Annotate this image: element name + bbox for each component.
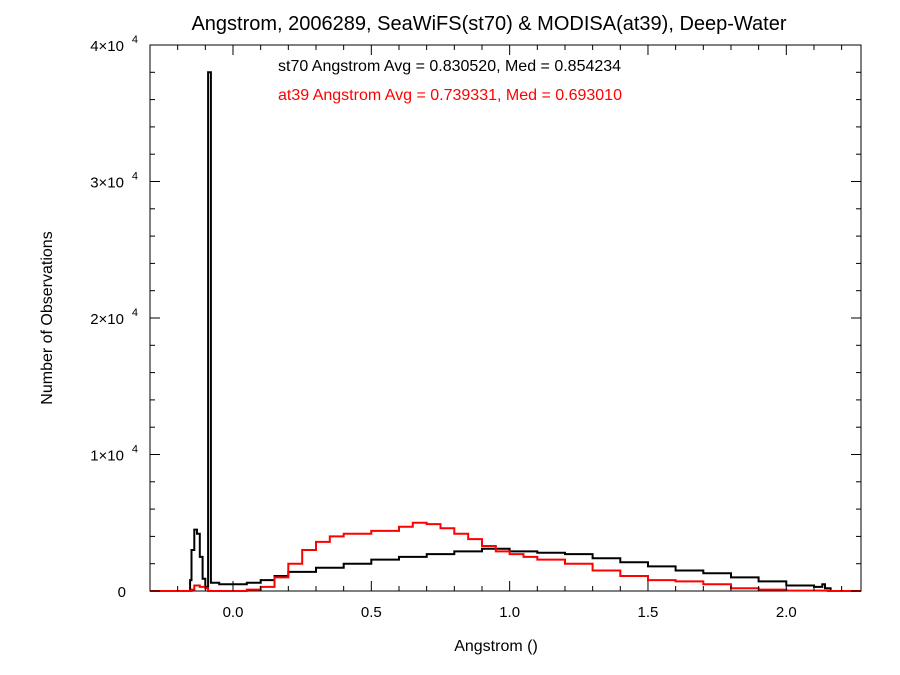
x-tick-label: 2.0 — [776, 604, 797, 621]
y-tick-label: 2×10 — [90, 311, 124, 328]
y-tick-exponent: 4 — [132, 171, 138, 183]
y-tick-label: 3×10 — [90, 175, 124, 192]
series-layer — [150, 71, 861, 592]
x-tick-label: 1.5 — [638, 604, 659, 621]
plot-frame — [149, 44, 862, 592]
y-tick-exponent: 4 — [132, 307, 138, 319]
y-tick-label: 1×10 — [90, 448, 124, 465]
series-line-0 — [150, 71, 861, 592]
x-tick-label: 0.0 — [223, 604, 244, 621]
y-tick-label: 0 — [118, 584, 126, 601]
x-tick-label: 0.5 — [361, 604, 382, 621]
x-axis-label: Angstrom () — [454, 638, 538, 655]
chart-title: Angstrom, 2006289, SeaWiFS(st70) & MODIS… — [191, 13, 786, 35]
y-tick-label: 4×10 — [90, 38, 124, 55]
y-tick-exponent: 4 — [132, 34, 138, 46]
y-tick-exponent: 4 — [132, 444, 138, 456]
ticks-layer: 0.0 0.5 1.0 1.5 2.0 0 1×10 4 2×10 4 3×10 4 4×10 4 — [90, 34, 861, 621]
annotation-st70: st70 Angstrom Avg = 0.830520, Med = 0.85… — [278, 58, 621, 75]
annotation-at39: at39 Angstrom Avg = 0.739331, Med = 0.69… — [278, 87, 622, 104]
x-tick-label: 1.0 — [499, 604, 520, 621]
series-line-1 — [150, 521, 861, 592]
y-axis-label: Number of Observations — [39, 231, 56, 404]
